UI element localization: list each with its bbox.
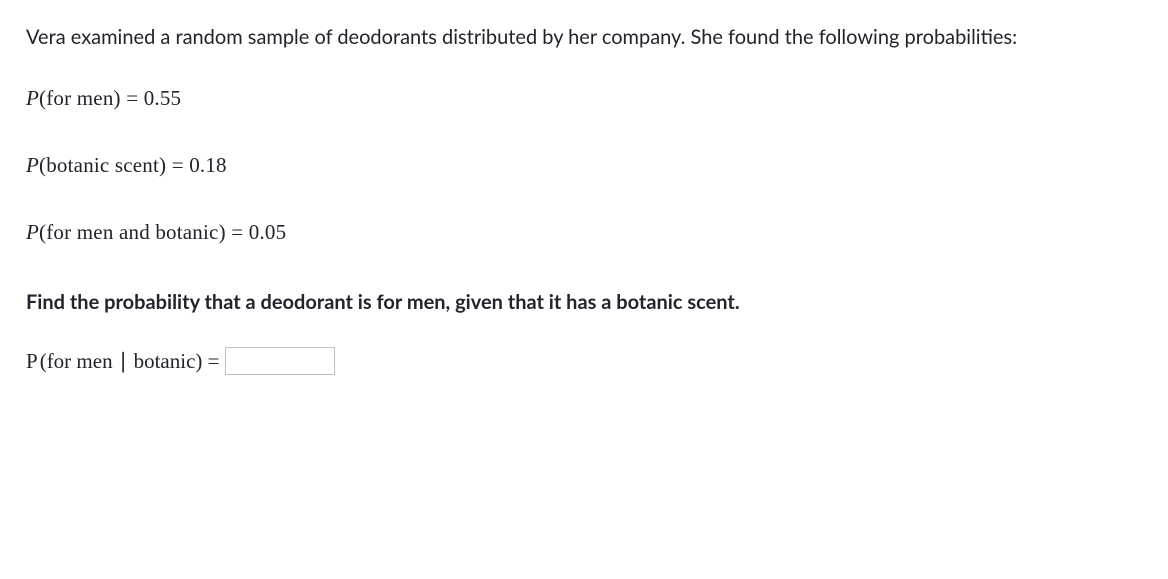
var-letter: P bbox=[26, 153, 39, 177]
prob-value: 0.55 bbox=[144, 86, 182, 110]
problem-container: Vera examined a random sample of deodora… bbox=[0, 0, 1168, 397]
var-letter: P bbox=[26, 349, 38, 373]
event-text: botanic scent bbox=[46, 153, 159, 177]
prob-line-botanic-scent: P(botanic scent) = 0.18 bbox=[26, 153, 1142, 178]
event-text: for men ∣ botanic bbox=[47, 349, 196, 373]
event-text: for men bbox=[46, 86, 113, 110]
var-letter: P bbox=[26, 86, 39, 110]
question-text: Find the probability that a deodorant is… bbox=[26, 287, 1142, 317]
var-letter: P bbox=[26, 220, 39, 244]
prob-value: 0.18 bbox=[189, 153, 227, 177]
event-text: for men and botanic bbox=[46, 220, 218, 244]
prob-line-for-men-and-botanic: P(for men and botanic) = 0.05 bbox=[26, 220, 1142, 245]
answer-line: P(for men ∣ botanic) = bbox=[26, 347, 1142, 375]
prob-value: 0.05 bbox=[249, 220, 287, 244]
intro-text: Vera examined a random sample of deodora… bbox=[26, 22, 1142, 52]
answer-input[interactable] bbox=[225, 347, 335, 375]
prob-line-for-men: P(for men) = 0.55 bbox=[26, 86, 1142, 111]
